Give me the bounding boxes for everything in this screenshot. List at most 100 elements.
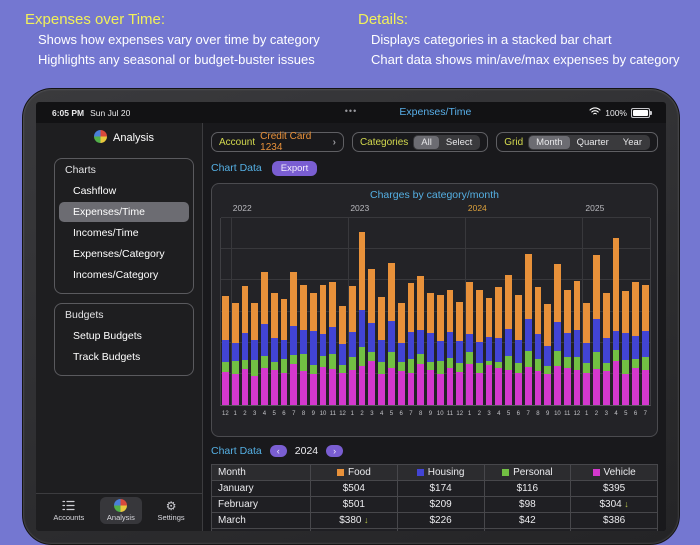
tab-item-accounts[interactable]: Accounts	[46, 497, 91, 524]
segment-option-quarter[interactable]: Quarter	[576, 136, 609, 148]
bar-segment-vehicle	[456, 371, 464, 405]
gridline	[221, 372, 650, 374]
year-label-2024: 2024	[467, 203, 487, 213]
bar-segment-housing	[388, 320, 395, 353]
table-row-february: February $501 $209 $98 $304 ↓	[211, 496, 658, 513]
legend-swatch-vehicle	[592, 468, 600, 476]
chart-data-section-label: Chart Data	[211, 445, 262, 457]
x-tick-label: 9	[428, 411, 433, 417]
bar-segment-personal	[475, 363, 483, 374]
bar-segment-vehicle	[466, 363, 473, 405]
stacked-bar	[231, 218, 239, 405]
bar-segment-food	[329, 282, 337, 328]
tab-label: Accounts	[53, 513, 85, 522]
stacked-bar	[544, 218, 552, 405]
export-button[interactable]: Export	[271, 160, 318, 176]
prev-year-button[interactable]: ‹	[269, 445, 287, 457]
sidebar-item-expenses-category[interactable]: Expenses/Category	[73, 248, 165, 260]
chevron-right-icon: ›	[332, 136, 336, 148]
bar-segment-food	[251, 303, 259, 340]
stacked-bar	[602, 218, 610, 405]
sidebar-item-incomes-category[interactable]: Incomes/Category	[73, 269, 159, 281]
legend-swatch-food	[336, 468, 344, 476]
tab-item-analysis[interactable]: Analysis	[99, 497, 142, 524]
x-tick-label: 11	[329, 411, 336, 417]
table-row-march: March $380 ↓ $226 $42 $386	[211, 512, 658, 529]
bar-segment-food	[241, 285, 249, 334]
bar-segment-vehicle	[339, 372, 346, 405]
bar-segment-food	[358, 231, 366, 311]
segment-option-year[interactable]: Year	[622, 136, 642, 148]
gear-icon: ⚙	[165, 498, 177, 513]
pie-chart-icon	[94, 130, 108, 146]
tab-label: Settings	[157, 513, 185, 522]
x-tick-label: 7	[292, 411, 296, 417]
bar-segment-vehicle	[417, 364, 425, 405]
sidebar-item-expenses-time[interactable]: Expenses/Time	[59, 202, 189, 222]
status-time: 6:05 PM	[52, 107, 85, 118]
stacked-bar	[427, 218, 434, 405]
sidebar-item-incomes-time[interactable]: Incomes/Time	[73, 227, 139, 239]
sidebar-item-cashflow[interactable]: Cashflow	[73, 185, 117, 197]
bar-segment-food	[290, 271, 298, 326]
segment-option-select[interactable]: Select	[445, 136, 473, 148]
bar-segment-food	[339, 305, 346, 345]
bar-segment-vehicle	[231, 373, 239, 405]
bar-segment-housing	[485, 337, 493, 361]
chart-data-button[interactable]: Chart Data	[211, 162, 262, 174]
bar-segment-vehicle	[544, 373, 552, 405]
bar-segment-housing	[534, 334, 542, 360]
bar-segment-personal	[319, 356, 327, 367]
annotation-right-line-1: Displays categories in a stacked bar cha…	[371, 32, 612, 47]
sidebar-item-track-budgets[interactable]: Track Budgets	[73, 351, 141, 363]
next-year-button[interactable]: ›	[326, 445, 344, 457]
bar-segment-housing	[417, 330, 425, 355]
value-cell: $174	[396, 480, 485, 497]
year-labels-row: 2022 2023 2024 2025	[220, 203, 651, 215]
segment-option-month[interactable]: Month	[529, 135, 570, 149]
bar-segment-vehicle	[309, 373, 317, 405]
bar-segment-food	[554, 263, 561, 322]
bar-segment-vehicle	[270, 369, 278, 405]
bar-segment-personal	[378, 362, 386, 374]
bar-segment-housing	[270, 337, 278, 363]
x-tick-label: 11	[564, 411, 571, 417]
value-cell: $496	[310, 528, 398, 531]
chart-data-table: Month Food Housing Personal Vehicle January $…	[211, 464, 658, 531]
value-cell: $501	[310, 496, 398, 513]
stacked-bar	[417, 218, 425, 405]
bar-segment-housing	[495, 338, 503, 363]
nav-title: Expenses/Time	[399, 106, 472, 118]
bar-segment-housing	[446, 332, 454, 359]
bar-segment-personal	[632, 358, 639, 368]
bar-segment-vehicle	[251, 375, 259, 405]
gridline	[221, 217, 650, 218]
segment-option-all[interactable]: All	[414, 135, 439, 149]
tab-item-settings[interactable]: ⚙ Settings	[151, 497, 192, 524]
sidebar-group-charts: Charts Cashflow Expenses/Time Incomes/Time E…	[54, 158, 194, 294]
stacked-bar	[563, 218, 571, 405]
bar-segment-personal	[466, 351, 473, 364]
bar-segment-food	[466, 281, 473, 334]
stacked-bar	[407, 218, 415, 405]
stacked-bar	[466, 218, 473, 405]
x-tick-label: 2	[360, 411, 364, 417]
bar-segment-personal	[358, 346, 366, 366]
sidebar-item-setup-budgets[interactable]: Setup Budgets	[73, 330, 142, 342]
stacked-bar	[388, 218, 395, 405]
bar-segment-vehicle	[573, 369, 581, 405]
wifi-icon	[589, 107, 601, 118]
bar-segment-vehicle	[358, 365, 366, 405]
bar-segment-food	[397, 303, 405, 343]
column-header-vehicle: Vehicle	[570, 464, 658, 481]
bar-segment-housing	[358, 310, 366, 347]
bar-segment-housing	[231, 342, 239, 362]
multitask-indicator-icon: •••	[344, 106, 358, 116]
bar-segment-vehicle	[300, 370, 307, 405]
account-selector[interactable]: Account Credit Card 1234 ›	[211, 131, 344, 153]
bar-segment-personal	[485, 360, 493, 365]
value-cell: $58	[483, 528, 572, 531]
column-header-month: Month	[211, 464, 311, 481]
bar-segment-housing	[573, 330, 581, 358]
bar-segment-vehicle	[524, 366, 532, 405]
